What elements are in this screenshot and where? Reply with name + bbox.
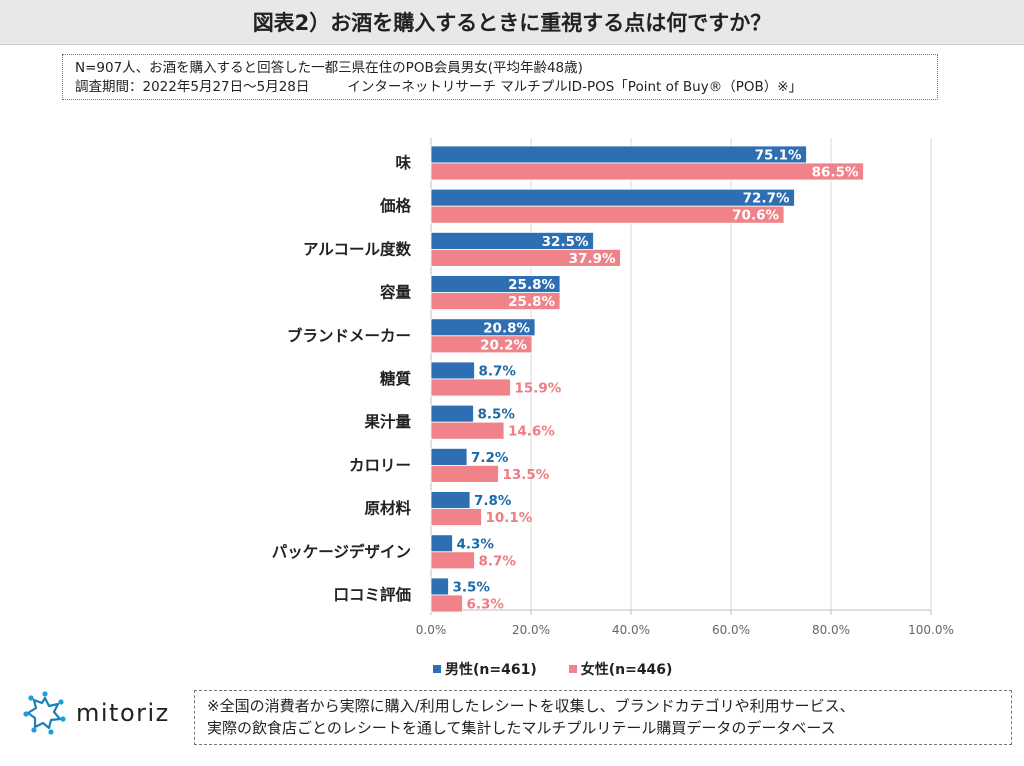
bar-male (430, 361, 475, 380)
x-tick-label: 0.0% (416, 623, 447, 637)
page-title: 図表2）お酒を購入するときに重視する点は何ですか？ (0, 0, 1024, 45)
category-label: 糖質 (380, 369, 411, 388)
data-label-female: 86.5% (812, 165, 859, 181)
logo-text: mitoriz (76, 699, 170, 727)
chart-legend: 男性(n=461) 女性(n=446) (433, 660, 704, 678)
bar-female (430, 248, 621, 267)
data-label-female: 25.8% (508, 294, 555, 310)
data-label-female: 6.3% (467, 597, 505, 613)
bar-female (430, 292, 561, 311)
mitoriz-logo: mitoriz (22, 690, 170, 736)
page-title-text: 図表2）お酒を購入するときに重視する点は何ですか？ (252, 11, 772, 35)
bar-female (430, 421, 505, 440)
bar-female (430, 335, 533, 354)
data-label-male: 32.5% (542, 234, 589, 250)
category-label: カロリー (349, 456, 411, 474)
x-tick-label: 20.0% (512, 623, 550, 637)
data-label-female: 37.9% (569, 251, 616, 267)
bar-male (430, 577, 449, 596)
footnote-line-1: ※全国の消費者から実際に購入/利用したレシートを収集し、ブランドカテゴリや利用サ… (207, 697, 855, 715)
bar-female (430, 162, 864, 181)
category-label: パッケージデザイン (272, 542, 411, 561)
bar-male (430, 188, 795, 207)
category-label: 価格 (379, 196, 412, 215)
bar-female (430, 464, 499, 483)
footnote-box: ※全国の消費者から実際に購入/利用したレシートを収集し、ブランドカテゴリや利用サ… (194, 690, 1012, 745)
category-label: ブランドメーカー (287, 326, 411, 345)
bar-male (430, 404, 474, 423)
category-label: 味 (395, 153, 411, 172)
bar-male (430, 491, 471, 510)
data-label-male: 75.1% (755, 148, 802, 164)
data-label-male: 20.8% (483, 320, 530, 336)
legend-item-female: 女性(n=446) (568, 659, 673, 679)
bar-female (430, 551, 475, 570)
bar-female (430, 508, 482, 527)
footnote-line-2: 実際の飲食店ごとのレシートを通して集計したマルチプルリテール購買データのデータベ… (207, 719, 836, 737)
mitoriz-star-icon (23, 691, 66, 735)
survey-info-line-1: N=907人、お酒を購入すると回答した一都三県在住のPOB会員男女(平均年齢48… (75, 60, 583, 76)
data-label-male: 25.8% (508, 277, 555, 293)
legend-item-male: 男性(n=461) (433, 659, 537, 679)
category-label: アルコール度数 (303, 239, 412, 258)
x-tick-label: 100.0% (908, 623, 954, 637)
survey-info-line-2: 調査期間：2022年5月27日～5月28日 インターネットリサーチ マルチプルID… (75, 78, 925, 97)
data-label-male: 72.7% (743, 191, 790, 207)
bar-female (430, 205, 785, 224)
data-label-female: 14.6% (508, 424, 555, 440)
data-label-female: 20.2% (480, 337, 527, 353)
bar-male (430, 534, 453, 553)
data-label-female: 13.5% (503, 467, 550, 483)
survey-method: インターネットリサーチ マルチプルID-POS「Point of Buy®（PO… (347, 79, 803, 95)
legend-swatch-female (568, 665, 577, 673)
data-label-female: 15.9% (515, 381, 562, 397)
category-label: 果汁量 (364, 412, 411, 431)
data-label-male: 8.7% (479, 364, 517, 380)
data-label-male: 8.5% (478, 407, 516, 423)
x-tick-label: 80.0% (812, 623, 850, 637)
category-label: 口コミ評価 (333, 585, 411, 604)
category-label: 容量 (379, 283, 412, 302)
survey-info-box: N=907人、お酒を購入すると回答した一都三県在住のPOB会員男女(平均年齢48… (62, 54, 938, 100)
x-tick-label: 40.0% (612, 623, 650, 637)
bar-female (430, 378, 511, 397)
data-label-male: 7.2% (471, 450, 509, 466)
data-label-male: 3.5% (453, 580, 491, 596)
category-label: 原材料 (364, 499, 411, 518)
survey-period: 調査期間：2022年5月27日～5月28日 (75, 79, 310, 95)
bar-female (430, 594, 463, 613)
bar-male (430, 145, 807, 164)
x-tick-label: 60.0% (712, 623, 750, 637)
legend-swatch-male (433, 665, 441, 673)
data-label-male: 4.3% (457, 536, 495, 552)
data-label-female: 10.1% (486, 510, 533, 526)
legend-label-male: 男性(n=461) (445, 662, 537, 678)
data-label-female: 70.6% (732, 208, 779, 224)
bar-male (430, 447, 468, 466)
legend-label-female: 女性(n=446) (580, 662, 673, 678)
data-label-male: 7.8% (474, 493, 512, 509)
data-label-female: 8.7% (479, 553, 517, 569)
